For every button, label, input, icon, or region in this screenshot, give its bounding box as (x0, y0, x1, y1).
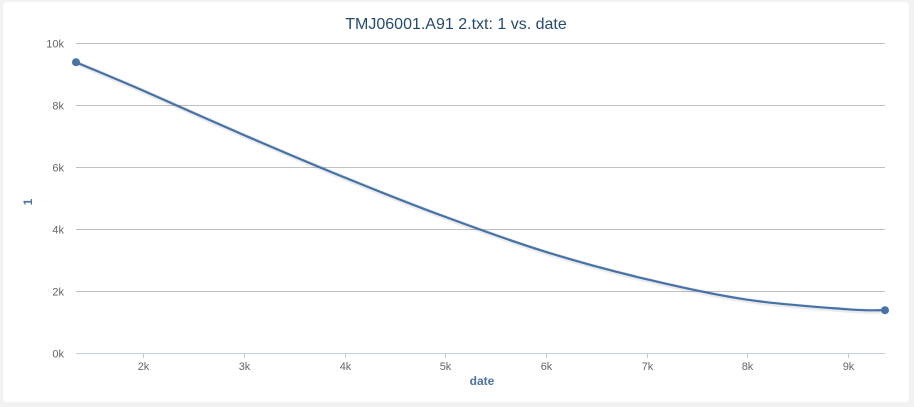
line-chart: 2k 3k 4k 5k 6k 7k 8k 9k 0k 2k 4k 6k 8k 10k TMJ06001.… (21, 16, 889, 388)
x-tick-label: 8k (742, 361, 754, 373)
x-axis-title: date (470, 374, 495, 388)
y-tick-label: 10k (46, 39, 64, 51)
grid-lines (76, 43, 885, 354)
y-tick-label: 8k (52, 101, 64, 113)
x-tick-label: 5k (440, 361, 452, 373)
data-point-marker[interactable] (72, 58, 80, 67)
chart-title: TMJ06001.A91 2.txt: 1 vs. date (345, 16, 567, 33)
series-line-shadow (76, 60, 887, 314)
series-layer (72, 58, 889, 315)
x-tick-label: 4k (340, 361, 352, 373)
data-point-marker[interactable] (881, 306, 889, 315)
y-tick-label: 2k (52, 287, 64, 299)
x-tick-label: 6k (541, 361, 553, 373)
series-line[interactable] (74, 61, 887, 312)
x-tick-label: 9k (843, 361, 855, 373)
y-tick-label: 0k (52, 349, 64, 361)
x-tick-label: 2k (138, 361, 150, 373)
x-axis: 2k 3k 4k 5k 6k 7k 8k 9k (76, 353, 885, 373)
y-tick-label: 4k (52, 225, 64, 237)
chart-card: 2k 3k 4k 5k 6k 7k 8k 9k 0k 2k 4k 6k 8k 10k TMJ06001.… (3, 2, 909, 402)
y-axis-title: 1 (21, 198, 35, 205)
x-tick-label: 7k (642, 361, 654, 373)
x-tick-label: 3k (239, 361, 251, 373)
y-tick-label: 6k (52, 163, 64, 175)
y-axis: 0k 2k 4k 6k 8k 10k (46, 39, 64, 361)
